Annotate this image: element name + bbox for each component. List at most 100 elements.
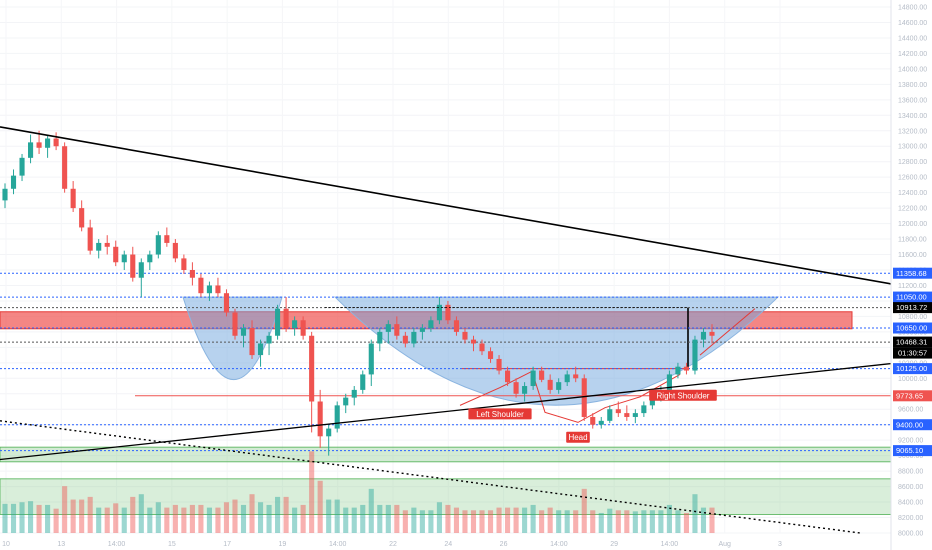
price-level-badge	[893, 445, 932, 457]
candle-body	[113, 246, 119, 263]
volume-bar	[164, 507, 170, 533]
volume-bar	[700, 507, 707, 533]
volume-bar	[377, 504, 383, 533]
candle-body	[573, 374, 579, 379]
volume-bar	[19, 502, 25, 533]
volume-bar	[351, 507, 357, 533]
candle-body	[419, 328, 425, 332]
candle-body	[62, 146, 68, 189]
candle-body	[539, 370, 545, 380]
candle-body	[479, 343, 485, 352]
volume-bar	[487, 510, 494, 533]
volume-bar	[232, 499, 238, 533]
volume-bar	[215, 507, 221, 533]
x-tick-label: 14:00	[329, 541, 347, 548]
volume-bar	[385, 504, 391, 533]
volume-bar	[564, 510, 570, 533]
volume-bar	[87, 496, 93, 533]
candle-body	[462, 331, 468, 340]
candle-body	[700, 331, 707, 340]
y-tick-label: 13000.00	[898, 144, 927, 151]
volume-bar	[402, 510, 408, 533]
volume-bar	[36, 504, 42, 533]
volume-bar	[155, 502, 161, 533]
candle-body	[300, 320, 306, 336]
descending-trendline	[0, 126, 892, 285]
price-level-badge	[893, 302, 932, 314]
candle-body	[530, 370, 536, 387]
volume-bar	[121, 507, 127, 533]
volume-bar	[683, 512, 690, 533]
candle-body	[257, 343, 264, 356]
candle-body	[436, 304, 442, 321]
y-tick-label: 9600.00	[898, 407, 923, 414]
candle-body	[385, 324, 391, 332]
volume-bar	[240, 504, 247, 533]
y-tick-label: 13200.00	[898, 128, 927, 135]
candle-body	[138, 262, 144, 278]
volume-bar	[462, 510, 468, 533]
candle-body	[292, 320, 298, 329]
candle-body	[692, 339, 698, 371]
volume-bar	[453, 507, 460, 533]
x-tick-label: 15	[168, 541, 176, 548]
y-tick-label: 12800.00	[898, 159, 927, 166]
y-tick-label: 9000.00	[898, 453, 923, 460]
candle-body	[10, 175, 17, 189]
price-level-label: 11050.00	[896, 293, 927, 302]
candle-body	[232, 312, 238, 336]
cup-right-shape	[333, 296, 780, 406]
volume-bar	[334, 499, 340, 533]
candle-body	[343, 397, 349, 406]
candle-body	[522, 386, 528, 394]
y-tick-label: 13400.00	[898, 113, 927, 120]
candle-body	[249, 328, 255, 356]
support-zone-lower	[0, 478, 892, 515]
candle-body	[513, 382, 519, 394]
y-tick-label: 12600.00	[898, 175, 927, 182]
volume-bar	[10, 503, 17, 533]
pattern-annotation-box	[649, 389, 717, 401]
volume-bars	[2, 451, 715, 533]
x-tick-label: 14:00	[550, 541, 568, 548]
y-tick-label: 12200.00	[898, 206, 927, 213]
volume-bar	[27, 501, 34, 533]
x-tick-label: 19	[279, 541, 287, 548]
price-level-label: 10913.72	[896, 303, 927, 312]
volume-bar	[522, 507, 528, 533]
pattern-drawings	[182, 296, 780, 423]
volume-bar	[223, 502, 230, 533]
head-and-shoulders-line	[459, 370, 681, 423]
candle-body	[155, 235, 161, 255]
candle-body	[377, 331, 383, 344]
candle-body	[709, 331, 715, 336]
pattern-annotation-label: Left Shoulder	[476, 410, 524, 419]
candle-body	[70, 188, 76, 209]
volume-bar	[436, 502, 442, 533]
candle-body	[360, 374, 366, 390]
volume-bar	[573, 510, 579, 533]
candle-body	[590, 416, 596, 425]
volume-bar	[496, 507, 502, 533]
volume-bar	[632, 511, 638, 533]
candle-body	[130, 254, 136, 278]
x-tick-label: 10	[2, 541, 10, 548]
volume-bar	[539, 510, 545, 533]
time-axis: 10 13 14:00 15 17 19 14:00 22 24 26 14:00 29 14:00 Au…	[2, 541, 782, 548]
volume-bar	[130, 496, 136, 533]
candle-body	[121, 254, 127, 263]
volume-bar	[556, 510, 562, 533]
pattern-annotation-label: Head	[568, 433, 587, 442]
volume-bar	[547, 507, 553, 533]
candle-body	[351, 389, 357, 398]
x-tick-label: 14:00	[108, 541, 126, 548]
candle-body	[266, 335, 272, 344]
x-tick-label: 29	[610, 541, 618, 548]
candle-body	[649, 397, 655, 406]
volume-bar	[266, 504, 272, 533]
price-level-label: 9065.10	[896, 446, 923, 455]
volume-bar	[419, 510, 425, 533]
volume-bar	[624, 510, 630, 533]
candle-body	[632, 413, 638, 417]
